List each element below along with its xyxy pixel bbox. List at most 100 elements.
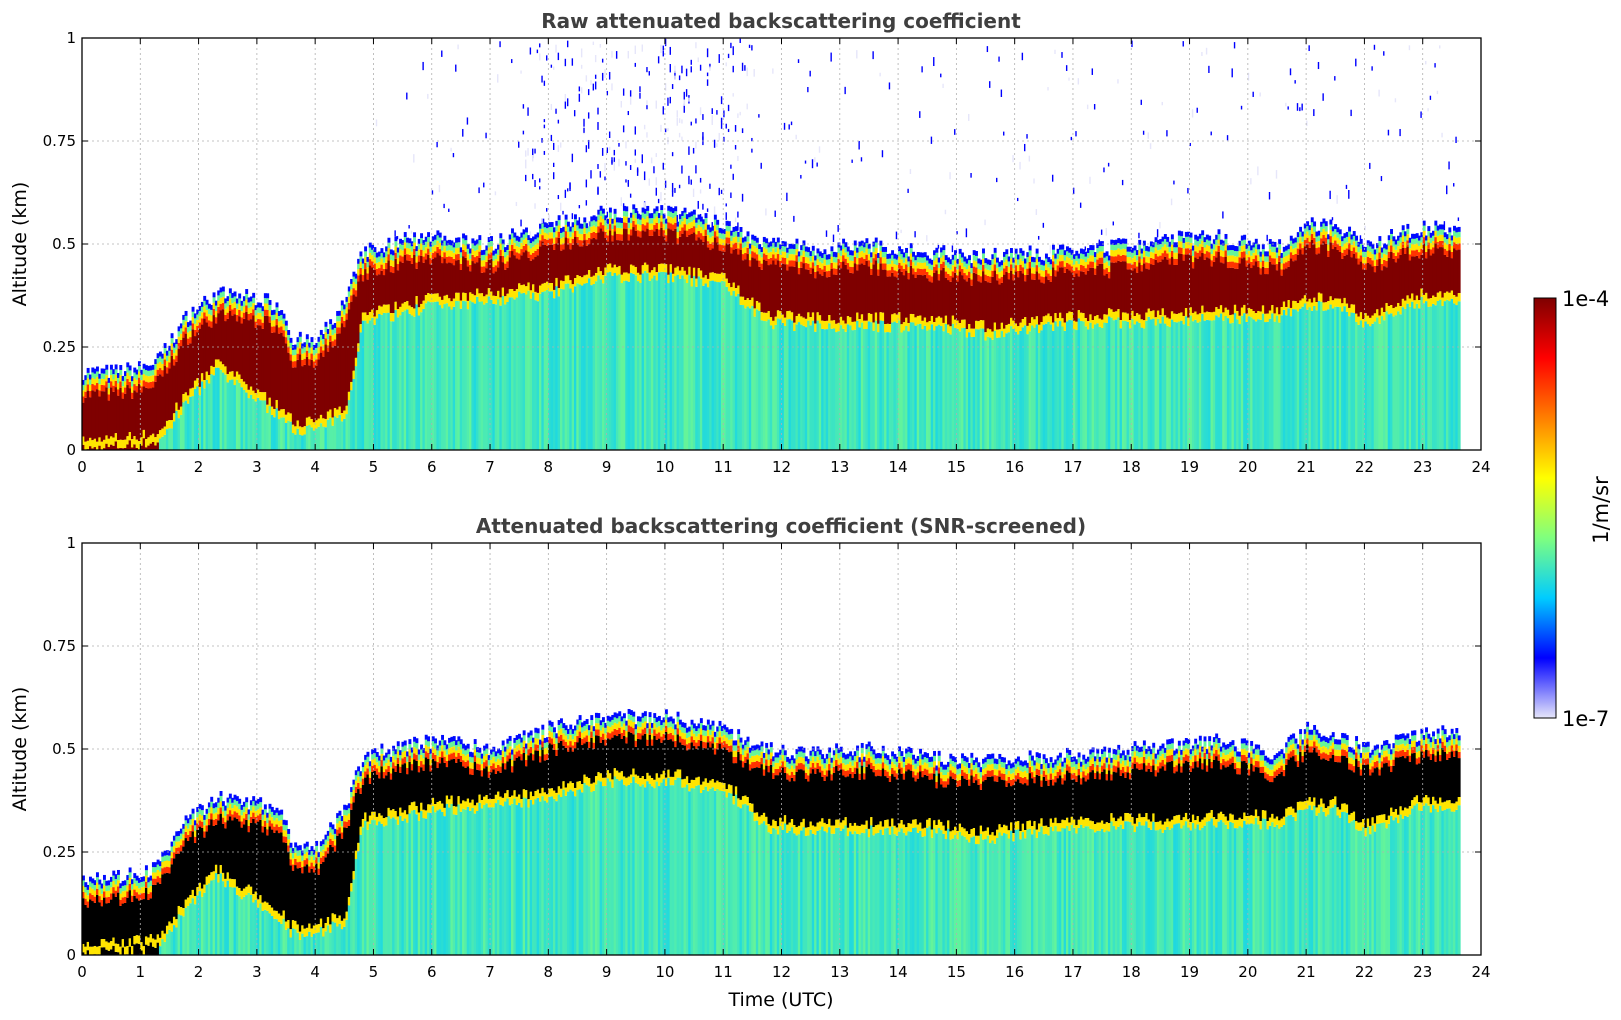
heatmap-cell xyxy=(1376,248,1380,254)
heatmap-cell xyxy=(480,293,484,302)
heatmap-cell xyxy=(462,249,465,257)
heatmap-cell xyxy=(1177,313,1181,322)
heatmap-cell xyxy=(1404,308,1407,450)
heatmap-cell xyxy=(1049,281,1053,317)
heatmap-cell xyxy=(464,235,468,241)
heatmap-cell xyxy=(629,229,633,236)
heatmap-cell xyxy=(1231,255,1235,262)
heatmap-cell xyxy=(1189,237,1193,243)
heatmap-cell xyxy=(296,428,300,450)
heatmap-cell xyxy=(636,224,640,231)
heatmap-cell xyxy=(1301,248,1305,255)
heatmap-cell xyxy=(902,257,906,263)
noise-speckle xyxy=(695,165,697,174)
heatmap-cell xyxy=(333,416,337,450)
noise-speckle xyxy=(662,162,664,170)
heatmap-cell xyxy=(930,276,934,283)
heatmap-cell xyxy=(844,247,848,253)
heatmap-cell xyxy=(1082,321,1086,450)
heatmap-cell xyxy=(678,214,682,220)
noise-speckle xyxy=(599,171,602,178)
heatmap-cell xyxy=(853,250,857,257)
heatmap-cell xyxy=(678,224,682,231)
heatmap-cell xyxy=(984,268,988,275)
heatmap-cell xyxy=(140,369,144,375)
heatmap-cell xyxy=(1334,306,1338,450)
heatmap-cell xyxy=(853,329,857,450)
heatmap-cell xyxy=(571,222,575,228)
heatmap-cell xyxy=(1313,297,1317,306)
heatmap-cell xyxy=(541,283,545,293)
heatmap-cell xyxy=(149,875,153,881)
noise-speckle xyxy=(697,200,699,209)
heatmap-cell xyxy=(296,342,300,348)
heatmap-cell xyxy=(601,213,605,219)
heatmap-cell xyxy=(263,315,267,393)
heatmap-cell xyxy=(471,238,475,244)
heatmap-cell xyxy=(877,257,881,264)
heatmap-cell xyxy=(147,937,151,946)
heatmap-cell xyxy=(263,298,267,304)
heatmap-cell xyxy=(1012,320,1016,329)
heatmap-cell xyxy=(1021,250,1025,256)
heatmap-cell xyxy=(224,374,228,450)
heatmap-cell xyxy=(284,330,288,338)
heatmap-cell xyxy=(1187,242,1191,249)
heatmap-cell xyxy=(1390,245,1393,252)
heatmap-cell xyxy=(1427,226,1431,232)
noise-speckle xyxy=(587,89,590,96)
heatmap-cell xyxy=(345,319,349,406)
heatmap-cell xyxy=(233,307,237,315)
heatmap-cell xyxy=(1457,231,1461,238)
heatmap-cell xyxy=(923,257,927,263)
heatmap-cell xyxy=(585,239,589,246)
noise-speckle xyxy=(984,219,986,226)
heatmap-cell xyxy=(207,320,211,327)
heatmap-cell xyxy=(1145,312,1149,321)
heatmap-cell xyxy=(930,270,934,277)
heatmap-cell xyxy=(457,237,461,243)
heatmap-cell xyxy=(1278,322,1282,450)
noise-speckle xyxy=(520,70,522,74)
noise-speckle xyxy=(751,45,753,51)
heatmap-cell xyxy=(1007,272,1011,280)
heatmap-cell xyxy=(935,326,939,450)
heatmap-cell xyxy=(1355,245,1359,253)
heatmap-cell xyxy=(753,258,757,309)
noise-speckle xyxy=(683,105,685,113)
heatmap-cell xyxy=(158,937,162,947)
noise-speckle xyxy=(555,44,557,53)
heatmap-cell xyxy=(1198,256,1202,314)
heatmap-cell xyxy=(98,946,102,955)
heatmap-cell xyxy=(1056,326,1060,450)
heatmap-cell xyxy=(392,321,396,450)
heatmap-cell xyxy=(762,253,766,260)
heatmap-cell xyxy=(970,273,974,280)
heatmap-cell xyxy=(1215,315,1219,450)
heatmap-cell xyxy=(886,258,890,265)
heatmap-cell xyxy=(814,255,818,261)
noise-speckle xyxy=(879,72,881,77)
heatmap-cell xyxy=(1427,242,1431,249)
heatmap-cell xyxy=(1406,246,1410,296)
heatmap-cell xyxy=(874,312,878,321)
heatmap-cell xyxy=(161,353,165,359)
heatmap-cell xyxy=(1257,249,1261,255)
heatmap-cell xyxy=(1373,249,1377,255)
heatmap-cell xyxy=(1156,239,1160,245)
heatmap-cell xyxy=(583,275,587,284)
heatmap-cell xyxy=(597,209,601,215)
heatmap-cell xyxy=(450,309,454,450)
heatmap-cell xyxy=(615,222,619,228)
heatmap-cell xyxy=(559,232,563,239)
heatmap-cell xyxy=(221,291,225,297)
heatmap-cell xyxy=(1107,308,1111,317)
noise-speckle xyxy=(746,67,748,77)
heatmap-cell xyxy=(151,375,155,382)
noise-speckle xyxy=(881,150,884,158)
heatmap-cell xyxy=(156,859,160,865)
heatmap-cell xyxy=(706,224,710,230)
heatmap-cell xyxy=(86,378,90,385)
heatmap-cell xyxy=(114,884,118,891)
heatmap-cell xyxy=(497,290,500,300)
